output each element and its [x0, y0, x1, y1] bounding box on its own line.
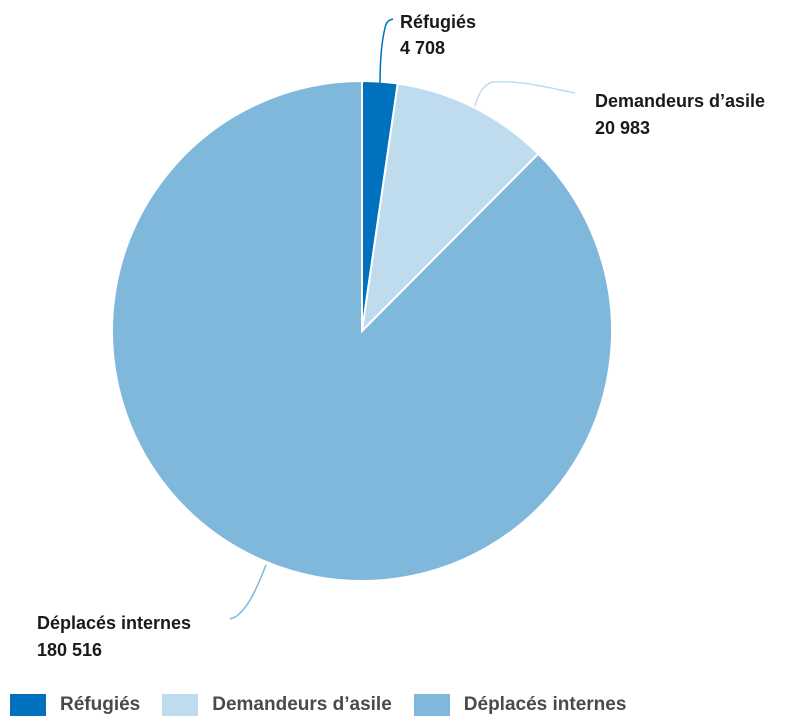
legend-label-demandeurs: Demandeurs d’asile: [212, 694, 392, 715]
legend-label-refugies: Réfugiés: [60, 694, 141, 715]
legend: Réfugiés Demandeurs d’asile Déplacés int…: [10, 690, 648, 720]
legend-swatch-deplaces: [413, 694, 450, 716]
legend-item-deplaces: Déplacés internes: [413, 694, 627, 716]
pie-chart: Réfugiés 4 708 Demandeurs d’asile 20 983…: [37, 12, 765, 660]
slice-label-refugies: Réfugiés: [400, 12, 476, 32]
leader-line-deplaces: [229, 564, 267, 620]
slice-value-deplaces: 180 516: [37, 640, 102, 660]
slice-value-refugies: 4 708: [400, 38, 445, 58]
legend-swatch-refugies: [10, 694, 46, 716]
legend-swatch-demandeurs: [162, 694, 199, 716]
pie-slice-demandeurs: [360, 82, 540, 334]
pie-slice-deplaces: [111, 79, 613, 582]
legend-label-deplaces: Déplacés internes: [463, 694, 627, 715]
slice-label-demandeurs: Demandeurs d’asile: [595, 91, 765, 111]
legend-item-demandeurs: Demandeurs d’asile: [162, 694, 392, 716]
slice-label-deplaces: Déplacés internes: [37, 613, 191, 633]
legend-item-refugies: Réfugiés: [10, 694, 140, 716]
slice-value-demandeurs: 20 983: [595, 118, 650, 138]
pie-slices: [111, 79, 613, 582]
leader-line-refugies: [379, 18, 394, 86]
leader-line-demandeurs: [474, 80, 576, 107]
